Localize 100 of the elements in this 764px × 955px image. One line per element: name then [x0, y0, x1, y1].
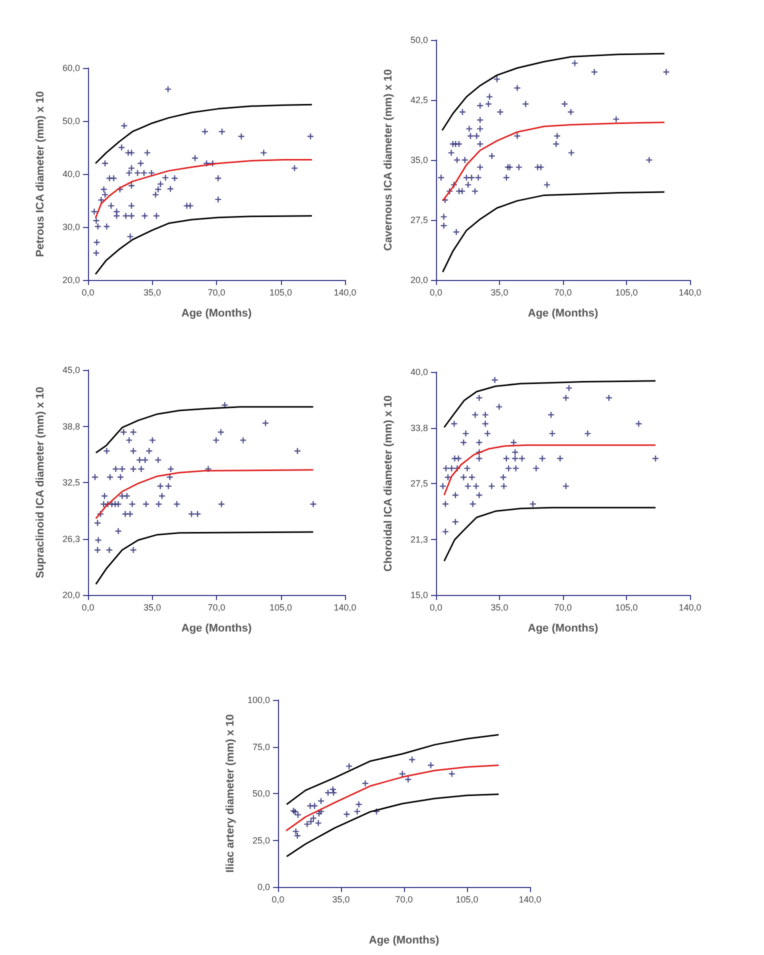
x-tick-label: 105,0	[615, 288, 638, 298]
point	[512, 465, 519, 472]
y-tick-label: 45,0	[62, 365, 80, 375]
y-axis-title: Choroidal ICA diameter (mm) x 10	[382, 395, 394, 572]
point	[476, 439, 482, 446]
line-series	[443, 444, 656, 496]
point	[514, 133, 520, 139]
x-axis-title: Age (Months)	[528, 308, 598, 320]
y-tick-label: 50,0	[62, 116, 80, 126]
y-tick-label: 27,5	[410, 215, 428, 225]
point	[310, 815, 316, 822]
point	[442, 528, 448, 535]
y-tick-label: 27,5	[410, 478, 428, 488]
y-tick-label: 40,0	[62, 169, 80, 179]
point	[152, 192, 159, 198]
point	[115, 528, 122, 534]
point	[459, 188, 466, 194]
y-tick-label: 32,5	[62, 478, 80, 488]
point	[500, 474, 506, 480]
line-series	[441, 52, 666, 132]
x-tick-label: 35,0	[143, 602, 162, 612]
x-tick-label: 70,0	[208, 288, 226, 298]
point	[162, 174, 168, 181]
line-series	[285, 764, 500, 832]
y-tick-label: 15,0	[410, 590, 428, 600]
point	[462, 430, 469, 437]
line-series	[442, 191, 666, 273]
point	[448, 465, 455, 472]
point	[448, 150, 454, 156]
point	[538, 164, 544, 170]
point	[442, 465, 449, 472]
point	[476, 456, 482, 462]
point	[168, 466, 174, 472]
y-tick-label: 0,0	[257, 882, 270, 892]
point	[539, 456, 546, 462]
y-axis-title: Supraclinoid ICA diameter (mm) x 10	[34, 386, 46, 578]
point	[260, 150, 267, 156]
line-series	[286, 794, 500, 858]
point	[130, 466, 136, 472]
point	[115, 501, 122, 508]
point	[310, 501, 316, 508]
point	[475, 174, 482, 181]
point	[292, 165, 298, 172]
point	[215, 175, 222, 182]
point	[440, 214, 447, 220]
x-tick-label: 105,0	[456, 894, 478, 904]
point	[122, 212, 129, 219]
x-tick-label: 0,0	[82, 602, 94, 612]
y-tick-label: 21,3	[410, 534, 428, 544]
y-tick-label: 20,0	[62, 275, 80, 285]
y-tick-label: 50,0	[410, 35, 428, 45]
x-tick-label: 35,0	[490, 288, 508, 298]
point	[544, 182, 550, 188]
point	[510, 439, 517, 446]
point	[476, 394, 482, 401]
x-tick-label: 35,0	[332, 894, 350, 904]
point	[362, 780, 368, 786]
point	[613, 116, 620, 122]
point	[451, 420, 458, 427]
point	[440, 483, 446, 490]
point	[304, 821, 310, 828]
point	[213, 437, 220, 444]
point	[468, 474, 475, 480]
point	[215, 196, 222, 202]
line-series	[95, 531, 314, 585]
point	[482, 420, 488, 427]
x-tick-label: 140,0	[334, 602, 356, 612]
x-axis-title: Age (Months)	[181, 308, 252, 320]
line-series	[286, 734, 500, 806]
y-tick-label: 38,8	[62, 421, 80, 432]
y-tick-label: 26,3	[62, 534, 80, 544]
point	[568, 109, 574, 115]
point	[128, 202, 135, 209]
x-tick-label: 105,0	[269, 602, 292, 612]
x-tick-label: 0,0	[82, 288, 94, 298]
point	[312, 802, 318, 809]
point	[325, 790, 332, 796]
point	[354, 808, 360, 814]
point	[477, 126, 484, 132]
point	[464, 483, 471, 490]
point	[156, 501, 162, 508]
point	[344, 811, 350, 818]
point	[129, 501, 136, 508]
point	[94, 239, 100, 246]
point	[476, 492, 482, 498]
point	[473, 483, 480, 490]
point	[294, 812, 301, 818]
point	[127, 234, 134, 240]
point	[472, 412, 478, 418]
point	[500, 483, 507, 490]
point	[187, 202, 194, 209]
point	[444, 474, 451, 480]
point	[292, 828, 299, 834]
y-tick-label: 75,0	[252, 742, 270, 752]
x-tick-label: 140,0	[678, 288, 702, 298]
point	[165, 86, 172, 92]
y-axis-title: Iliac artery diameter (mm) x 10	[224, 714, 236, 873]
x-tick-label: 140,0	[678, 602, 702, 612]
point	[428, 762, 434, 768]
x-tick-label: 35,0	[490, 602, 508, 612]
